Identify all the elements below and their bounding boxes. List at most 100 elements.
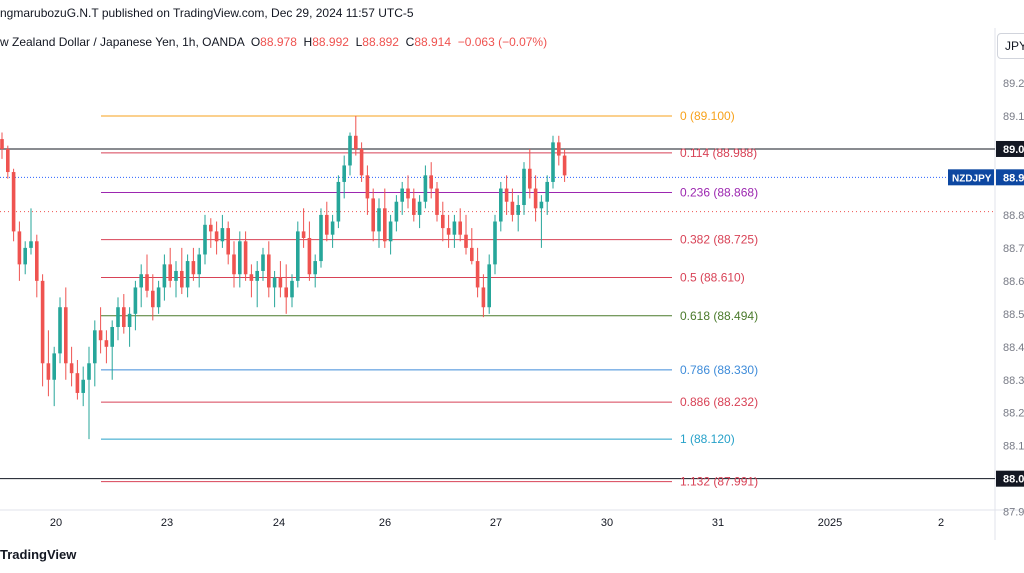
x-tick-label: 31 xyxy=(712,517,724,529)
y-tick-label: 88.7 xyxy=(1003,243,1024,255)
candle-body xyxy=(301,231,306,238)
candle-body xyxy=(290,280,294,298)
x-tick-label: 27 xyxy=(490,517,502,529)
fib-level-label: 1.132 (87.991) xyxy=(680,475,758,489)
fib-level-label: 0.114 (88.988) xyxy=(680,146,757,160)
y-tick-label: 88.5 xyxy=(1003,309,1024,321)
candle-body xyxy=(528,168,532,189)
candle-body xyxy=(203,224,207,255)
candle-body xyxy=(29,241,33,248)
candle-body xyxy=(209,224,213,232)
candle-body xyxy=(400,188,404,202)
candle-body xyxy=(69,363,74,374)
candle-body xyxy=(377,208,381,232)
tradingview-brand: TradingView xyxy=(0,547,76,562)
candle-body xyxy=(133,287,138,314)
y-tick-label: 88.3 xyxy=(1003,375,1024,387)
candle-body xyxy=(383,208,387,242)
candle-body xyxy=(278,277,283,288)
candle-body xyxy=(255,270,259,281)
fib-level-label: 1 (88.120) xyxy=(680,432,735,446)
symbol-tag-label: NZDJPY xyxy=(952,173,992,184)
fib-level-label: 0.382 (88.725) xyxy=(680,233,758,247)
symbol-name: w Zealand Dollar / Japanese Yen, 1h, OAN… xyxy=(0,35,245,49)
candle-body xyxy=(394,201,399,222)
candle-body xyxy=(261,254,265,271)
x-tick-label: 2 xyxy=(938,517,944,529)
open-key: O xyxy=(250,35,261,49)
candle-body xyxy=(110,327,114,347)
candle-body xyxy=(180,270,184,288)
candle-body xyxy=(284,287,288,298)
last-price-tag-label: 88.9 xyxy=(1003,172,1024,184)
x-tick-label: 23 xyxy=(161,517,173,529)
symbol-tag xyxy=(948,169,994,186)
candle-body xyxy=(75,373,80,393)
candle-body xyxy=(139,274,143,288)
open-value: 88.978 xyxy=(260,35,297,49)
y-tick-label: 89.2 xyxy=(1003,78,1024,90)
candle-body xyxy=(359,148,364,176)
candle-body xyxy=(475,261,480,288)
candle-body xyxy=(522,168,526,206)
symbol-ohlc-line: w Zealand Dollar / Japanese Yen, 1h, OAN… xyxy=(0,35,547,49)
candle-body xyxy=(493,221,497,265)
candle-body xyxy=(330,221,335,235)
candle-body xyxy=(214,231,219,242)
candle-body xyxy=(81,379,85,393)
candle-body xyxy=(533,188,538,209)
close-key: C xyxy=(405,35,415,49)
candle-body xyxy=(365,175,370,199)
candle-body xyxy=(191,261,196,275)
candle-body xyxy=(313,261,317,275)
candle-body xyxy=(441,214,445,229)
high-value: 88.992 xyxy=(312,35,349,49)
x-tick-label: 20 xyxy=(50,517,62,529)
candle-body xyxy=(545,181,549,202)
candle-body xyxy=(319,214,323,262)
candle-body xyxy=(40,280,45,364)
candle-body xyxy=(249,274,254,281)
candle-body xyxy=(539,201,544,209)
candle-body xyxy=(98,330,103,341)
low-key: L xyxy=(355,35,363,49)
candle-body xyxy=(267,254,271,288)
candle-body xyxy=(371,198,375,232)
candle-body xyxy=(93,330,97,364)
candle-body xyxy=(52,353,56,380)
candle-body xyxy=(0,139,4,149)
candle-body xyxy=(354,135,358,149)
y-tick-label: 89.1 xyxy=(1003,111,1024,123)
currency-button[interactable]: JPY xyxy=(997,33,1024,59)
fib-level-label: 0.786 (88.330) xyxy=(680,363,758,377)
candle-body xyxy=(464,234,468,248)
candle-body xyxy=(156,287,161,308)
candle-body xyxy=(238,241,242,275)
fib-level-label: 0.618 (88.494) xyxy=(680,309,758,323)
y-tick-label: 88.8 xyxy=(1003,210,1024,222)
brand-label: TradingView xyxy=(0,547,77,562)
candle-body xyxy=(145,274,149,291)
candle-body xyxy=(557,142,561,156)
candle-body xyxy=(162,264,167,288)
candle-body xyxy=(185,261,190,288)
candle-body xyxy=(423,175,428,202)
candle-body xyxy=(562,155,567,176)
candle-body xyxy=(348,135,352,166)
y-tick-label: 88.6 xyxy=(1003,276,1024,288)
y-tick-label: 88.1 xyxy=(1003,441,1024,453)
level-price-tag-label: 88.0 xyxy=(1003,474,1024,486)
candle-body xyxy=(58,307,62,354)
candle-body xyxy=(504,188,509,202)
candle-body xyxy=(35,241,39,281)
candle-body xyxy=(429,175,433,189)
fib-level-label: 0 (89.100) xyxy=(680,109,735,123)
close-value: 88.914 xyxy=(414,35,452,49)
candle-body xyxy=(11,172,16,232)
fib-level-label: 0.886 (88.232) xyxy=(680,395,758,409)
candle-body xyxy=(232,254,236,275)
fib-level-label: 0.5 (88.610) xyxy=(680,271,745,285)
last-price-tag xyxy=(996,169,1024,186)
candle-body xyxy=(17,231,22,265)
